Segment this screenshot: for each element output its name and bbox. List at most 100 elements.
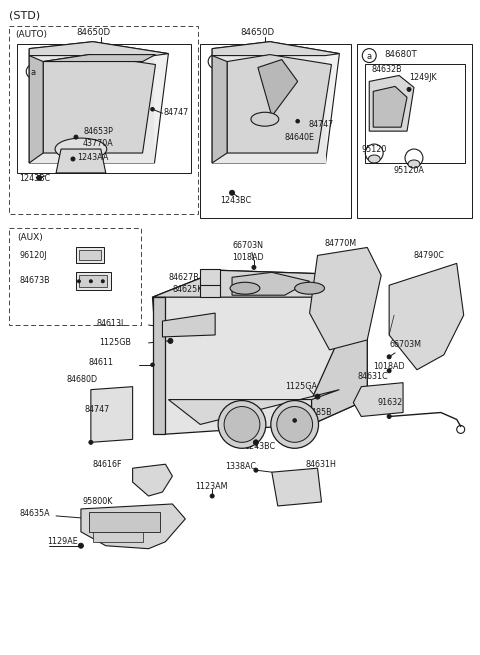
Text: 84627B: 84627B (168, 272, 199, 282)
Bar (9, 26, 198, 214)
Text: 84680T: 84680T (384, 50, 417, 59)
Polygon shape (212, 42, 339, 163)
Polygon shape (212, 42, 339, 56)
Text: 1125GB: 1125GB (99, 339, 131, 347)
Ellipse shape (408, 160, 420, 168)
Ellipse shape (277, 407, 312, 442)
Text: 1249JK: 1249JK (409, 73, 437, 82)
Circle shape (71, 157, 75, 161)
Text: 1338AC: 1338AC (225, 462, 256, 471)
Polygon shape (227, 54, 332, 153)
Polygon shape (389, 263, 464, 370)
Text: 84650D: 84650D (76, 28, 110, 37)
Polygon shape (56, 149, 106, 173)
Text: 84653P: 84653P (84, 126, 114, 136)
Bar (357, 44, 472, 217)
Polygon shape (132, 464, 172, 496)
Text: 84631C: 84631C (357, 372, 388, 381)
Circle shape (101, 280, 104, 283)
Circle shape (387, 369, 391, 373)
Text: 84611: 84611 (89, 358, 114, 367)
Circle shape (210, 494, 214, 498)
Bar (79, 275, 107, 288)
Circle shape (296, 119, 300, 123)
Circle shape (252, 265, 256, 269)
Text: 84635A: 84635A (19, 510, 50, 518)
Bar (79, 250, 101, 261)
Polygon shape (153, 297, 166, 434)
Ellipse shape (230, 282, 260, 294)
Circle shape (151, 363, 154, 367)
Text: 84680D: 84680D (66, 375, 97, 384)
Text: 84613L: 84613L (97, 318, 126, 328)
Text: 84747: 84747 (309, 120, 334, 128)
Text: 91632: 91632 (377, 398, 402, 407)
Text: 1125GA: 1125GA (285, 382, 317, 391)
Polygon shape (312, 275, 367, 424)
Polygon shape (212, 56, 227, 163)
Polygon shape (369, 75, 414, 131)
Polygon shape (353, 383, 403, 417)
Circle shape (36, 176, 42, 180)
Polygon shape (29, 42, 168, 56)
Circle shape (151, 107, 154, 111)
Polygon shape (81, 504, 185, 549)
Circle shape (168, 339, 173, 343)
Text: 1243BC: 1243BC (19, 174, 50, 183)
Text: (AUTO): (AUTO) (15, 30, 48, 39)
Circle shape (387, 415, 391, 419)
Circle shape (293, 419, 297, 422)
Circle shape (74, 135, 78, 139)
Text: 43770A: 43770A (83, 139, 114, 147)
Ellipse shape (271, 401, 319, 448)
Circle shape (387, 355, 391, 359)
Bar (200, 44, 351, 217)
Text: 95120A: 95120A (393, 166, 424, 176)
Circle shape (89, 280, 92, 283)
Bar (200, 269, 220, 290)
Text: 1123AM: 1123AM (195, 481, 228, 491)
Ellipse shape (295, 282, 324, 294)
Bar (76, 248, 104, 263)
Text: 1243AA: 1243AA (77, 153, 108, 162)
Circle shape (89, 440, 93, 444)
Circle shape (254, 468, 258, 472)
Ellipse shape (218, 401, 266, 448)
Text: 84632B: 84632B (371, 65, 402, 74)
Polygon shape (91, 386, 132, 442)
Text: 96120J: 96120J (19, 251, 47, 260)
Polygon shape (232, 272, 310, 295)
Text: 66703M: 66703M (389, 341, 421, 349)
Text: 95800K: 95800K (83, 498, 113, 506)
Circle shape (77, 280, 81, 283)
Bar (9, 227, 141, 325)
Text: 1243BC: 1243BC (220, 196, 251, 205)
Text: 1018AD: 1018AD (373, 362, 405, 371)
Text: 66703N: 66703N (232, 241, 263, 250)
Text: 84747: 84747 (85, 405, 110, 414)
Polygon shape (310, 248, 381, 350)
Text: 84625K: 84625K (172, 285, 203, 293)
Text: 84650D: 84650D (240, 28, 274, 37)
Text: 84673B: 84673B (19, 276, 50, 285)
Polygon shape (272, 468, 322, 506)
Bar (365, 64, 465, 163)
Text: a: a (213, 58, 218, 67)
Text: 1243BC: 1243BC (244, 442, 275, 451)
Text: 84616F: 84616F (93, 460, 122, 469)
Text: 83485B: 83485B (301, 408, 332, 417)
Text: 1129AE: 1129AE (47, 537, 78, 546)
Text: 84640E: 84640E (285, 132, 315, 141)
Ellipse shape (368, 155, 380, 163)
Bar (93, 532, 143, 542)
Text: 84790C: 84790C (414, 251, 445, 260)
Text: (STD): (STD) (9, 11, 40, 21)
Text: 84770M: 84770M (324, 239, 357, 248)
Text: a: a (367, 52, 372, 61)
Text: (AUX): (AUX) (17, 233, 43, 242)
Polygon shape (29, 56, 155, 163)
Polygon shape (43, 54, 156, 153)
Polygon shape (153, 271, 367, 434)
Ellipse shape (224, 407, 260, 442)
Text: 95120: 95120 (361, 145, 387, 153)
